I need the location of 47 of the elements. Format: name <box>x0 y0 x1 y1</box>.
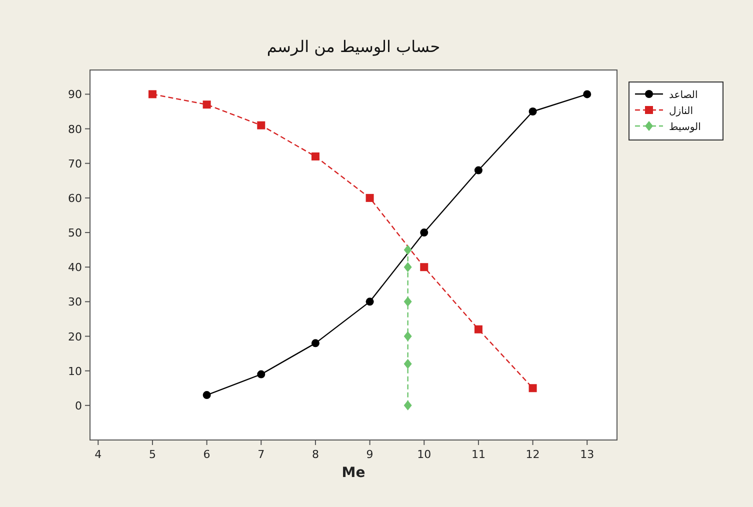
point <box>528 107 537 116</box>
y-tick-label: 10 <box>68 364 82 378</box>
x-tick-label: 13 <box>580 448 594 461</box>
y-tick-label: 80 <box>68 122 82 136</box>
point <box>311 152 320 160</box>
y-tick-label: 50 <box>68 226 82 240</box>
point <box>404 262 412 272</box>
point <box>420 263 428 272</box>
point <box>404 400 412 410</box>
point <box>404 331 412 342</box>
chart-title: حساب الوسيط من الرسم <box>266 37 440 56</box>
point <box>257 121 266 130</box>
x-axis-title: Me <box>342 465 366 481</box>
point <box>202 100 211 109</box>
legend-label: النازل <box>669 106 693 117</box>
x-tick-label: 7 <box>258 448 265 461</box>
point <box>404 296 412 307</box>
point <box>311 339 320 348</box>
x-tick-label: 5 <box>148 448 156 461</box>
x-tick-label: 12 <box>526 448 540 461</box>
y-tick-label: 30 <box>68 296 82 309</box>
point <box>404 244 412 255</box>
point <box>366 194 374 202</box>
y-tick-label: 20 <box>68 330 82 344</box>
x-tick-label: 6 <box>203 448 210 461</box>
point <box>257 370 266 378</box>
point <box>148 90 156 98</box>
x-tick-label: 9 <box>366 448 374 461</box>
y-tick-label: 70 <box>68 157 82 170</box>
x-tick-label: 4 <box>94 448 102 461</box>
point <box>420 228 428 237</box>
point <box>474 166 482 174</box>
y-tick-label: 60 <box>68 192 82 205</box>
point <box>202 391 211 400</box>
y-tick-label: 40 <box>68 261 82 274</box>
y-tick-label: 0 <box>75 399 82 412</box>
legend-label: الوسيط <box>669 122 701 133</box>
point <box>366 298 374 306</box>
point <box>583 90 592 98</box>
point <box>474 325 482 334</box>
point <box>528 384 537 392</box>
y-tick-label: 90 <box>68 88 82 102</box>
point <box>404 358 412 369</box>
x-tick-label: 10 <box>417 448 432 461</box>
x-tick-label: 8 <box>312 448 319 461</box>
legend-label: الصاعد <box>669 90 698 101</box>
x-tick-label: 11 <box>471 448 486 461</box>
